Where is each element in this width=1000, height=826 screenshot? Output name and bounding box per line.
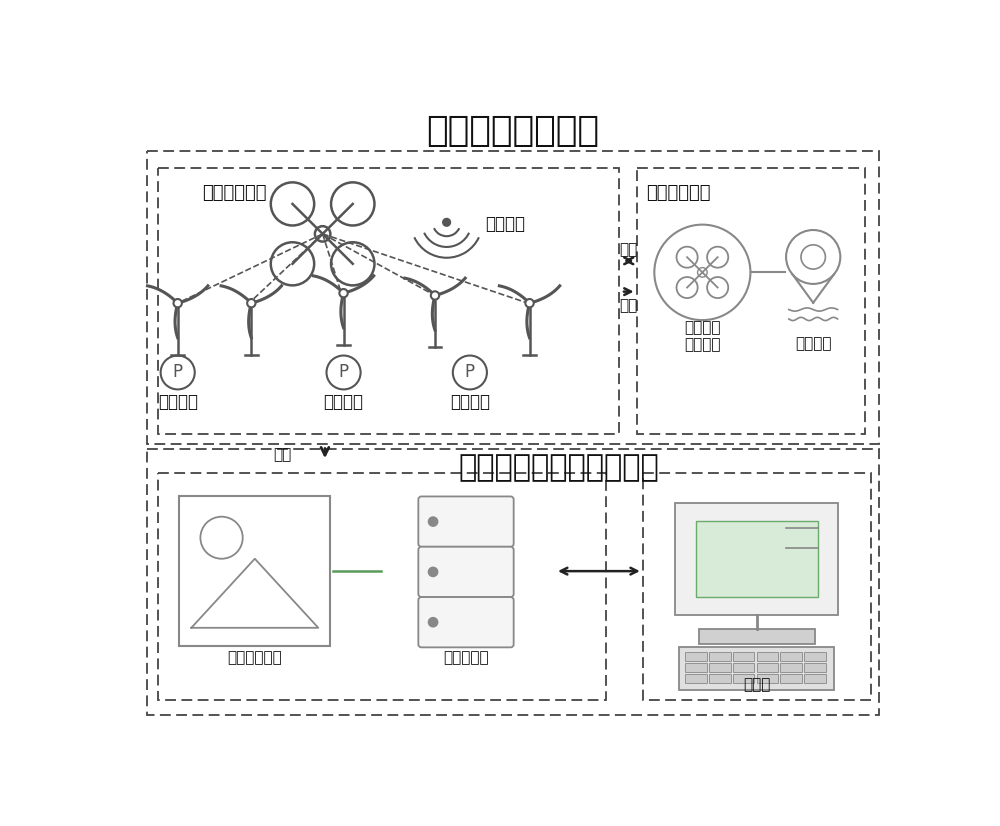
Bar (685, 652, 707, 661)
Bar (757, 663, 778, 672)
Text: 图传: 图传 (620, 298, 638, 313)
Text: 缺陷智能识别: 缺陷智能识别 (227, 651, 282, 666)
Bar (698, 629, 815, 644)
Bar (637, 169, 865, 434)
Text: 自动机场: 自动机场 (450, 392, 490, 411)
Bar (757, 674, 778, 683)
Bar (780, 652, 802, 661)
Text: 巡检系统
硬件管理: 巡检系统 硬件管理 (684, 320, 721, 353)
Bar (757, 652, 778, 661)
Bar (675, 503, 838, 615)
Bar (696, 521, 818, 597)
Text: 前端数据采集系统: 前端数据采集系统 (426, 115, 599, 149)
Bar (733, 674, 754, 683)
Bar (679, 648, 834, 690)
Bar (147, 449, 879, 715)
Text: 无线网络: 无线网络 (485, 215, 525, 233)
Bar (780, 663, 802, 672)
Circle shape (525, 299, 534, 307)
Text: 前端硬件平台: 前端硬件平台 (202, 184, 267, 202)
Text: 自动机场: 自动机场 (324, 392, 364, 411)
Bar (709, 652, 731, 661)
Circle shape (339, 289, 348, 297)
Text: 客户端: 客户端 (743, 676, 770, 692)
Text: P: P (173, 363, 183, 382)
Bar (685, 674, 707, 683)
Text: 后端数据管理及处理系统: 后端数据管理及处理系统 (459, 453, 659, 482)
Circle shape (431, 292, 439, 300)
Circle shape (428, 618, 438, 627)
Text: P: P (338, 363, 349, 382)
FancyBboxPatch shape (418, 496, 514, 547)
Bar (804, 663, 826, 672)
Bar (780, 674, 802, 683)
Bar (804, 674, 826, 683)
Bar (179, 496, 330, 646)
Bar (643, 472, 871, 700)
Bar (685, 663, 707, 672)
Circle shape (174, 299, 182, 307)
Bar (147, 151, 879, 444)
Text: 飞行管理: 飞行管理 (795, 336, 831, 352)
Text: 自动机场: 自动机场 (158, 392, 198, 411)
Circle shape (428, 517, 438, 526)
Text: 数传: 数传 (620, 243, 638, 258)
Circle shape (428, 567, 438, 577)
Bar (804, 652, 826, 661)
Text: 前端集控平台: 前端集控平台 (646, 184, 710, 202)
Text: 巡检数据库: 巡检数据库 (443, 651, 489, 666)
Text: 图传: 图传 (273, 448, 292, 463)
Bar (733, 652, 754, 661)
Text: P: P (465, 363, 475, 382)
Bar (158, 472, 606, 700)
Circle shape (247, 299, 256, 307)
Bar (733, 663, 754, 672)
Bar (158, 169, 619, 434)
FancyBboxPatch shape (418, 597, 514, 648)
FancyBboxPatch shape (418, 547, 514, 597)
Circle shape (443, 218, 450, 226)
Bar (709, 674, 731, 683)
Bar (709, 663, 731, 672)
